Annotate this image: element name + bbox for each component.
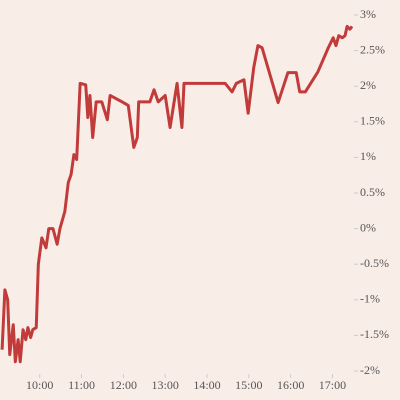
y-tick-label: 3% — [360, 7, 376, 21]
x-tick-label: 17:00 — [319, 378, 346, 392]
x-tick-label: 16:00 — [277, 378, 304, 392]
y-tick-label: 2% — [360, 78, 376, 92]
y-tick-label: 2.5% — [360, 42, 385, 56]
x-tick-label: 14:00 — [193, 378, 220, 392]
y-tick-label: 0% — [360, 220, 376, 234]
series-line — [0, 24, 354, 364]
y-tick-label: 1% — [360, 149, 376, 163]
x-tick-label: 11:00 — [68, 378, 95, 392]
y-tick-label: -0.5% — [360, 256, 389, 270]
y-tick-label: -1.5% — [360, 327, 389, 341]
x-tick-label: 13:00 — [152, 378, 179, 392]
x-tick-label: 15:00 — [235, 378, 262, 392]
x-tick-label: 10:00 — [26, 378, 53, 392]
y-tick-label: -1% — [360, 292, 380, 306]
y-tick-label: -2% — [360, 363, 380, 377]
y-tick-label: 0.5% — [360, 185, 385, 199]
x-tick-label: 12:00 — [110, 378, 137, 392]
y-tick-label: 1.5% — [360, 114, 385, 128]
